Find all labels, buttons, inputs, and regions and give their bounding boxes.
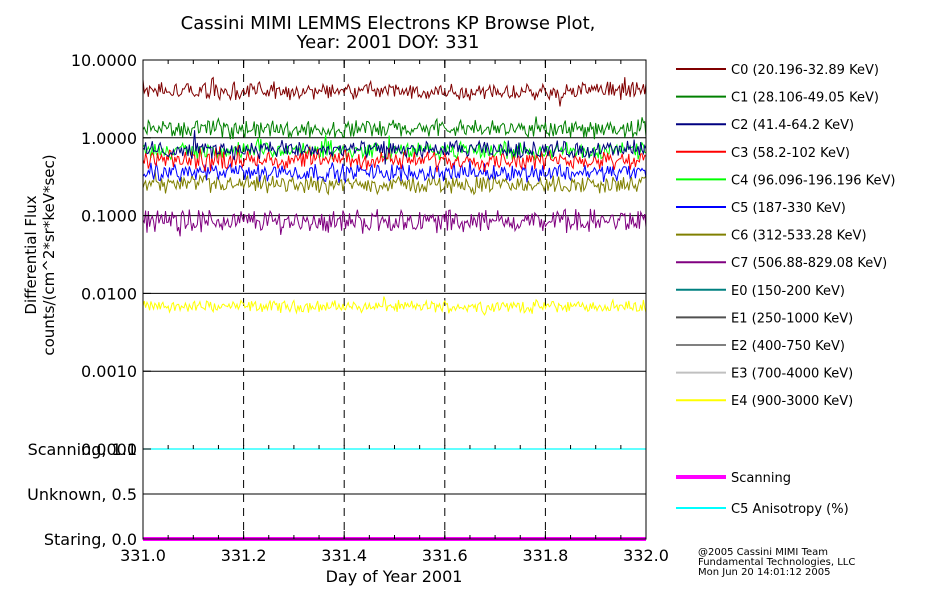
legend-label: C6 (312-533.28 KeV) xyxy=(731,229,867,244)
legend-label: E1 (250-1000 KeV) xyxy=(731,311,853,326)
legend-label: C5 (187-330 KeV) xyxy=(731,201,846,216)
series-line-c7 xyxy=(142,208,647,237)
chart-title-line1: Cassini MIMI LEMMS Electrons KP Browse P… xyxy=(181,13,596,34)
legend-label: C3 (58.2-102 KeV) xyxy=(731,146,850,161)
credit-line3: Mon Jun 20 14:01:12 2005 xyxy=(698,567,831,578)
x-tick-label: 331.8 xyxy=(522,546,568,565)
y-tick-label: 0.1000 xyxy=(81,207,137,226)
legend-label: C5 Anisotropy (%) xyxy=(731,502,849,517)
series-line-c5 xyxy=(142,160,647,184)
series-line-c4 xyxy=(142,134,647,161)
y-axis-label-line2: counts/(cm^2*sr*keV*sec) xyxy=(40,154,58,355)
legend-label: C1 (28.106-49.05 KeV) xyxy=(731,91,879,106)
series-line-c6 xyxy=(142,169,647,196)
legend-label: E0 (150-200 KeV) xyxy=(731,284,845,299)
status-tick-label: Unknown, 0.5 xyxy=(27,485,137,504)
y-tick-label: 0.0001 xyxy=(81,440,137,459)
x-tick-label: 331.2 xyxy=(221,546,267,565)
series-lines xyxy=(142,76,647,541)
legend-label: C0 (20.196-32.89 KeV) xyxy=(731,63,879,78)
x-tick-label: 332.0 xyxy=(623,546,669,565)
grid xyxy=(143,60,646,539)
axes: 331.0 331.2 331.4 331.6 331.8 332.0 10.0000 1.0… xyxy=(27,51,669,565)
status-tick-label: Staring, 0.0 xyxy=(44,530,137,549)
credit-line1: @2005 Cassini MIMI Team xyxy=(698,547,828,558)
series-line-c1 xyxy=(142,116,647,140)
plot-frame xyxy=(142,59,647,540)
x-axis-label: Day of Year 2001 xyxy=(326,567,463,586)
y-tick-label: 0.0100 xyxy=(81,284,137,303)
series-line-c0 xyxy=(142,76,647,107)
legend-label: C2 (41.4-64.2 KeV) xyxy=(731,118,854,133)
y-tick-label: 1.0000 xyxy=(81,129,137,148)
legend-label: C7 (506.88-829.08 KeV) xyxy=(731,256,887,271)
legend-label: E4 (900-3000 KeV) xyxy=(731,394,853,409)
legend-label: Scanning xyxy=(731,471,791,486)
legend-label: E2 (400-750 KeV) xyxy=(731,339,845,354)
y-tick-label: 0.0010 xyxy=(81,362,137,381)
legend: C0 (20.196-32.89 KeV) C1 (28.106-49.05 Ke… xyxy=(676,63,895,517)
y-axis-label-line1: Differential Flux xyxy=(22,195,40,314)
legend-label: C4 (96.096-196.196 KeV) xyxy=(731,173,895,188)
credit-line2: Fundamental Technologies, LLC xyxy=(698,557,855,568)
legend-label: E3 (700-4000 KeV) xyxy=(731,367,853,382)
chart-title-line2: Year: 2001 DOY: 331 xyxy=(296,32,480,53)
series-line-e4 xyxy=(142,296,647,316)
series-line-c3 xyxy=(142,145,647,173)
x-tick-label: 331.6 xyxy=(422,546,468,565)
x-tick-label: 331.4 xyxy=(321,546,367,565)
status-tick-label: Scanning, 1.0 xyxy=(28,440,137,459)
series-line-c2 xyxy=(142,130,647,165)
x-tick-label: 331.0 xyxy=(120,546,166,565)
y-tick-label: 10.0000 xyxy=(71,51,137,70)
